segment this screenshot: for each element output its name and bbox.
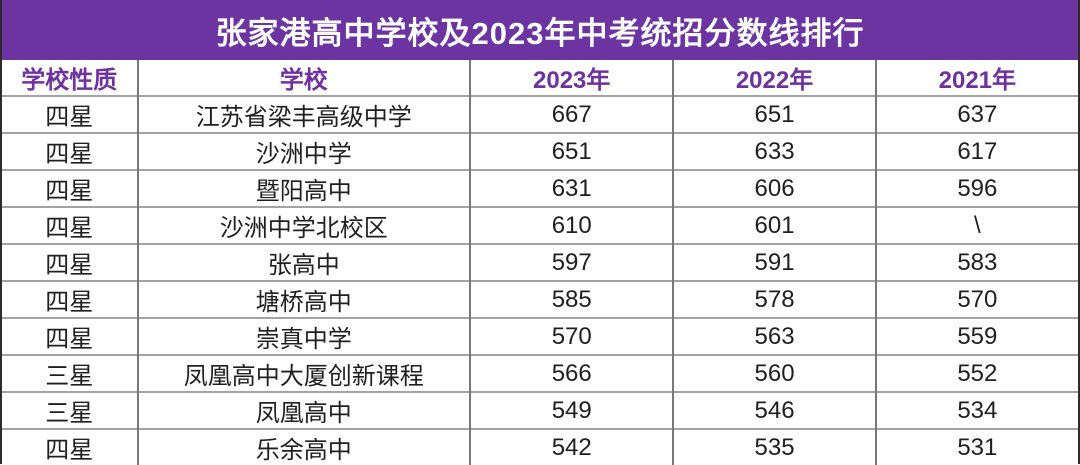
cell-score-2022: 546 [672, 391, 876, 429]
table-row: 四星 江苏省梁丰高级中学 667 651 637 [2, 95, 1078, 133]
cell-score-2022: 601 [672, 206, 876, 244]
column-header-school-type: 学校性质 [21, 67, 118, 94]
cell-score-2023: 570 [469, 317, 674, 355]
cell-score-2022: 578 [672, 280, 876, 318]
cell-school-type: 四星 [2, 132, 138, 170]
table-title-bar: 张家港高中学校及2023年中考统招分数线排行 [2, 0, 1078, 60]
cell-score-2021: 534 [874, 391, 1078, 429]
cell-score-2021: 596 [874, 169, 1078, 207]
cell-school-type: 四星 [2, 243, 138, 281]
table-row: 三星 凤凰高中 549 546 534 [2, 391, 1078, 429]
cell-school-name: 暨阳高中 [136, 169, 471, 207]
cell-score-2021: \ [874, 206, 1078, 244]
cell-score-2022: 563 [672, 317, 876, 355]
table-row: 四星 塘桥高中 585 578 570 [2, 280, 1078, 318]
cell-school-type: 三星 [2, 391, 138, 429]
cell-score-2021: 552 [874, 354, 1078, 392]
cell-score-2023: 631 [469, 169, 674, 207]
cell-school-name: 乐余高中 [136, 428, 471, 465]
cell-score-2022: 633 [672, 132, 876, 170]
cell-score-2023: 566 [469, 354, 674, 392]
cell-score-2021: 583 [874, 243, 1078, 281]
cell-school-name: 沙洲中学 [136, 132, 471, 170]
column-header-2021: 2021年 [874, 60, 1078, 96]
cell-score-2021: 570 [874, 280, 1078, 318]
table-row: 四星 乐余高中 542 535 531 [2, 428, 1078, 465]
cell-school-name: 沙洲中学北校区 [136, 206, 471, 244]
cell-school-name: 凤凰高中 [136, 391, 471, 429]
cell-school-name: 崇真中学 [136, 317, 471, 355]
table-row: 四星 崇真中学 570 563 559 [2, 317, 1078, 355]
cell-school-type: 四星 [2, 317, 138, 355]
column-header-2023: 2023年 [469, 60, 674, 96]
cell-score-2021: 559 [874, 317, 1078, 355]
table-row: 四星 暨阳高中 631 606 596 [2, 169, 1078, 207]
cell-score-2021: 531 [874, 428, 1078, 465]
cell-score-2022: 560 [672, 354, 876, 392]
admission-score-table: 学校性质 学校 2023年 2022年 2021年 四星 江苏省梁丰高级中学 6… [2, 60, 1078, 465]
cell-score-2022: 651 [672, 95, 876, 133]
table-row: 四星 沙洲中学北校区 610 601 \ [2, 206, 1078, 244]
cell-score-2022: 591 [672, 243, 876, 281]
cell-score-2023: 549 [469, 391, 674, 429]
cell-school-name: 塘桥高中 [136, 280, 471, 318]
cell-school-type: 四星 [2, 206, 138, 244]
cell-school-type: 四星 [2, 95, 138, 133]
cell-score-2023: 651 [469, 132, 674, 170]
page-title: 张家港高中学校及2023年中考统招分数线排行 [215, 15, 865, 51]
table-header-row: 学校性质 学校 2023年 2022年 2021年 [2, 60, 1078, 96]
cell-score-2023: 542 [469, 428, 674, 465]
table-row: 四星 张高中 597 591 583 [2, 243, 1078, 281]
table-row: 四星 沙洲中学 651 633 617 [2, 132, 1078, 170]
cell-score-2023: 597 [469, 243, 674, 281]
cell-score-2022: 606 [672, 169, 876, 207]
cell-school-name: 张高中 [136, 243, 471, 281]
table-row: 三星 凤凰高中大厦创新课程 566 560 552 [2, 354, 1078, 392]
column-header-school-name: 学校 [136, 60, 471, 96]
cell-score-2021: 617 [874, 132, 1078, 170]
cell-school-name: 凤凰高中大厦创新课程 [136, 354, 471, 392]
cell-school-type: 四星 [2, 280, 138, 318]
cell-school-type: 四星 [2, 428, 138, 465]
cell-score-2022: 535 [672, 428, 876, 465]
column-header-2022: 2022年 [672, 60, 876, 96]
cell-score-2023: 667 [469, 95, 674, 133]
cell-school-type: 四星 [2, 169, 138, 207]
cell-score-2023: 585 [469, 280, 674, 318]
cell-school-name: 江苏省梁丰高级中学 [136, 95, 471, 133]
cell-score-2021: 637 [874, 95, 1078, 133]
cell-score-2023: 610 [469, 206, 674, 244]
cell-school-type: 三星 [2, 354, 138, 392]
